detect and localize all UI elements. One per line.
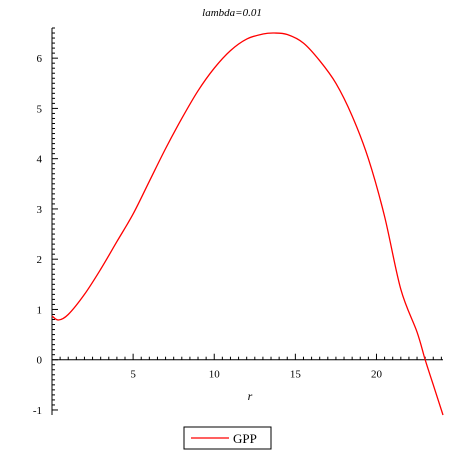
y-tick-label: 6 xyxy=(37,53,43,65)
legend: GPP xyxy=(183,426,272,450)
y-tick-label: 5 xyxy=(37,103,43,115)
y-tick-label: 2 xyxy=(37,254,43,266)
x-tick-label: 15 xyxy=(290,369,302,381)
x-tick-label: 5 xyxy=(130,369,136,381)
x-tick-label: 10 xyxy=(209,369,221,381)
y-tick-label: 4 xyxy=(37,154,43,166)
y-tick-label: -1 xyxy=(33,405,42,417)
chart-title: lambda=0.01 xyxy=(202,7,262,19)
series-line-gpp xyxy=(51,32,444,416)
ticks: 5 10 15 20 -1 0 1 2 3 4 5 6 xyxy=(33,27,442,417)
y-tick-label: 1 xyxy=(37,304,43,316)
y-tick-label: 3 xyxy=(37,204,43,216)
x-tick-label: 20 xyxy=(371,369,383,381)
x-axis-label: r xyxy=(248,389,253,403)
y-tick-label: 0 xyxy=(37,355,43,367)
series-layer xyxy=(51,32,444,416)
legend-label-gpp: GPP xyxy=(233,431,257,446)
